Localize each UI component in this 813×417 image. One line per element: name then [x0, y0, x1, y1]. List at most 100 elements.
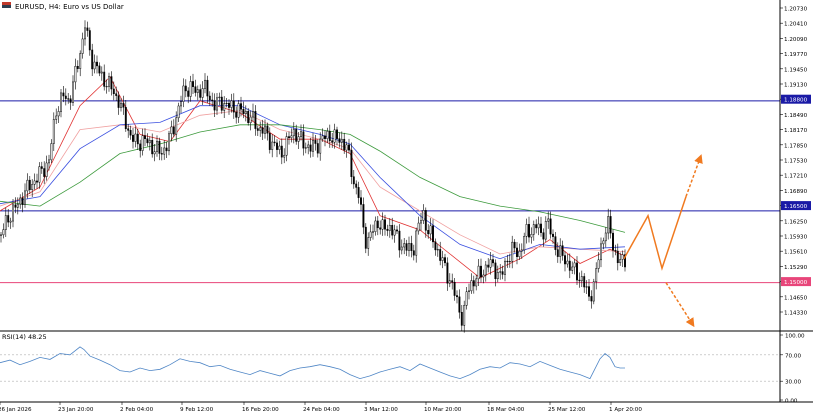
candle [297, 131, 300, 150]
price-tick-label: 1.16500 [784, 204, 808, 210]
candle [163, 140, 166, 160]
candle [244, 105, 247, 122]
candle [276, 139, 278, 158]
candle [348, 138, 350, 154]
candle [525, 218, 528, 244]
candle [489, 251, 492, 275]
candle [252, 103, 254, 122]
moving-average-line [0, 76, 626, 279]
candle [432, 219, 434, 248]
candle [60, 88, 62, 118]
candle [508, 253, 511, 268]
candle [367, 232, 370, 256]
candle [424, 207, 427, 238]
candle [331, 133, 334, 148]
candle [571, 261, 574, 274]
candle [523, 232, 526, 254]
rsi-title: RSI(14) 48.25 [2, 333, 47, 341]
candle [165, 141, 168, 158]
candle [441, 250, 444, 269]
candle [412, 244, 415, 261]
candle [295, 124, 298, 145]
candle [535, 219, 538, 234]
candle [9, 217, 12, 229]
level-price-badge [781, 201, 811, 211]
projection-path[interactable] [623, 196, 687, 271]
candle [124, 100, 127, 132]
candle [506, 254, 509, 268]
candle [552, 229, 554, 244]
candle [153, 144, 156, 162]
candle [580, 270, 583, 287]
candle [273, 135, 276, 147]
candle [38, 162, 41, 189]
rsi-line [0, 346, 625, 380]
candle [434, 238, 437, 256]
candle [398, 224, 401, 258]
candle [24, 183, 26, 208]
candle [168, 130, 170, 156]
candle [405, 239, 408, 257]
candle [530, 227, 533, 244]
candle [132, 127, 134, 149]
price-tick-label: 1.14650 [784, 295, 808, 301]
candle [307, 140, 310, 155]
candle [220, 89, 223, 114]
candle [122, 95, 125, 115]
candle [400, 239, 403, 255]
candle [264, 119, 266, 139]
candle [7, 208, 10, 228]
candle [477, 259, 480, 286]
candle [520, 243, 523, 259]
candle [564, 251, 566, 272]
candle [350, 142, 353, 185]
candle [177, 102, 180, 122]
price-tick-label: 1.17850 [784, 143, 808, 149]
candle [180, 95, 182, 114]
candle [328, 124, 331, 148]
candle [436, 243, 439, 257]
candle [458, 289, 461, 319]
time-tick-label: 2 Feb 04:00 [120, 407, 154, 413]
candle [314, 134, 317, 151]
candle [321, 128, 324, 142]
candle [93, 54, 96, 74]
candle [187, 87, 190, 104]
candle [537, 216, 540, 236]
candle [129, 125, 132, 140]
candle [619, 252, 622, 266]
candle [240, 96, 242, 117]
candle [199, 84, 202, 101]
candle [189, 75, 192, 102]
candle [396, 225, 398, 234]
candle [362, 197, 365, 235]
candle [408, 236, 410, 257]
candle [384, 214, 386, 236]
candle [43, 161, 46, 184]
candle [410, 235, 413, 258]
candle [609, 209, 612, 239]
candle [403, 238, 406, 255]
candle [52, 112, 55, 152]
candle [228, 99, 230, 115]
candle [357, 181, 360, 204]
candle [91, 43, 94, 77]
candle [266, 122, 269, 141]
candle [211, 92, 214, 107]
candle [355, 180, 358, 195]
candle [36, 173, 38, 189]
candle [614, 244, 617, 256]
candle [98, 62, 101, 77]
candle [64, 88, 67, 106]
rsi-tick-label: 30.00 [785, 380, 801, 386]
candle [45, 155, 48, 181]
candle [604, 227, 607, 248]
candle [213, 93, 216, 118]
candle [28, 176, 31, 194]
candle [31, 179, 34, 197]
candle [172, 119, 175, 138]
candle [57, 106, 60, 123]
projection-arrow-down[interactable] [665, 282, 695, 328]
projection-arrow-up[interactable] [685, 154, 703, 197]
